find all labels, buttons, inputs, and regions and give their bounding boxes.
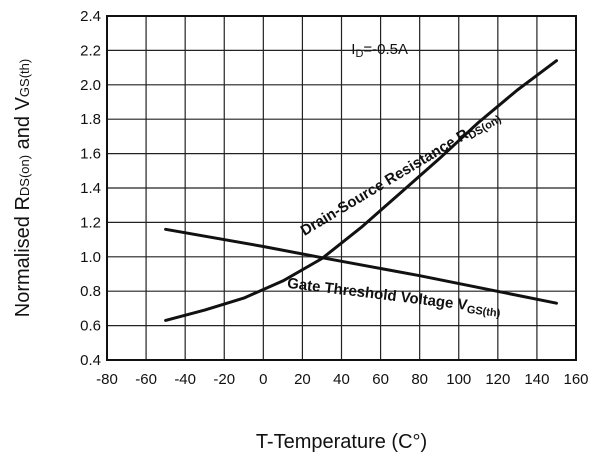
- y-tick-label: 0.4: [80, 352, 101, 369]
- y-tick-label: 2.4: [80, 8, 101, 25]
- y-tick-label: 0.8: [80, 283, 101, 300]
- current-annotation: ID=-0.5A: [351, 41, 408, 60]
- x-tick-label: 140: [524, 371, 549, 388]
- x-tick-label: 100: [446, 371, 471, 388]
- x-tick-label: 20: [294, 371, 311, 388]
- x-tick-label: 60: [372, 371, 389, 388]
- rds-on-curve-label: Drain-Source Resistance RDS(on): [298, 107, 504, 241]
- grid: [106, 15, 577, 361]
- y-tick-label: 2.0: [80, 77, 101, 94]
- x-tick-label: 0: [259, 371, 267, 388]
- vgs-th-curve: [164, 227, 558, 305]
- y-tick-label: 1.2: [80, 214, 101, 231]
- y-tick-label: 1.0: [80, 249, 101, 266]
- x-axis-label: T-Temperature (C°): [256, 431, 427, 453]
- x-tick-labels: -80 -60 -40 -20 0 20 40 60 80 100 120 140 160: [96, 371, 588, 388]
- y-axis-label: Normalised RDS(on) and VGS(th): [12, 59, 34, 317]
- y-tick-labels: 0.4 0.6 0.8 1.0 1.2 1.4 1.6 1.8 2.0 2.2 2.4: [80, 8, 101, 369]
- y-tick-label: 1.4: [80, 180, 101, 197]
- x-tick-label: 120: [485, 371, 510, 388]
- x-tick-label: 160: [563, 371, 588, 388]
- x-tick-label: -40: [174, 371, 196, 388]
- rds-on-curve: [164, 59, 558, 322]
- vgs-th-curve-label: Gate Threshold Voltage VGS(th): [286, 275, 502, 320]
- y-tick-label: 0.6: [80, 318, 101, 335]
- y-tick-label: 1.6: [80, 146, 101, 163]
- x-tick-label: 80: [411, 371, 428, 388]
- x-tick-label: -20: [213, 371, 235, 388]
- y-tick-label: 1.8: [80, 111, 101, 128]
- plot-frame: [106, 15, 577, 361]
- curves: [164, 59, 558, 322]
- x-tick-label: -80: [96, 371, 118, 388]
- x-tick-label: 40: [333, 371, 350, 388]
- y-tick-label: 2.2: [80, 42, 101, 59]
- x-tick-label: -60: [135, 371, 157, 388]
